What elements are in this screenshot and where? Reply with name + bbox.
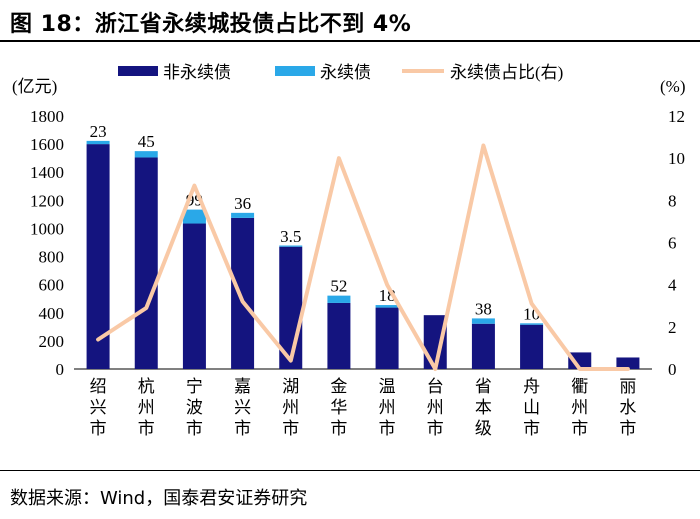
bar-data-label: 23 (90, 122, 107, 141)
y-right-tick-label: 2 (668, 318, 677, 337)
x-tick-label-char: 市 (186, 419, 203, 439)
x-tick-label-char: 市 (234, 419, 251, 439)
y-left-tick-label: 600 (39, 276, 65, 295)
bar-non-perpetual (134, 157, 158, 369)
x-tick-label-char: 州 (571, 398, 588, 418)
x-tick-label-char: 市 (90, 419, 107, 439)
bar-non-perpetual (520, 324, 544, 369)
bar-data-label: 3.5 (280, 227, 301, 246)
x-tick-label-char: 宁 (186, 377, 203, 397)
y-right-tick-label: 0 (668, 360, 677, 379)
x-tick-label-char: 市 (571, 419, 588, 439)
x-tick-label-char: 温 (379, 377, 396, 397)
y-right-tick-label: 8 (668, 191, 677, 210)
y-left-tick-label: 1200 (30, 191, 64, 210)
x-tick-label-char: 嘉 (234, 377, 251, 397)
legend-swatch-2 (275, 66, 315, 76)
bar-data-label: 36 (234, 194, 251, 213)
source-rule (0, 470, 700, 471)
y-right-tick-label: 6 (668, 234, 677, 253)
bar-perpetual (182, 209, 206, 224)
x-tick-label-char: 山 (523, 398, 540, 418)
x-tick-label-char: 市 (330, 419, 347, 439)
x-tick-label-char: 州 (379, 398, 396, 418)
x-tick-label-char: 金 (330, 377, 347, 397)
y-left-tick-label: 1400 (30, 163, 64, 182)
x-tick-label-char: 水 (619, 398, 636, 418)
y-left-tick-label: 1000 (30, 219, 64, 238)
bar-perpetual (471, 318, 495, 324)
x-tick-label-char: 州 (282, 398, 299, 418)
legend-swatch-1 (118, 66, 158, 76)
bar-perpetual (279, 245, 303, 247)
x-tick-label-char: 市 (138, 419, 155, 439)
bar-non-perpetual (471, 323, 495, 369)
x-tick-label-char: 市 (379, 419, 396, 439)
x-tick-label-char: 兴 (234, 398, 251, 418)
y-right-tick-label: 10 (668, 149, 685, 168)
x-tick-label-char: 绍 (90, 377, 107, 397)
bar-perpetual (86, 140, 110, 145)
y-left-tick-label: 0 (56, 360, 65, 379)
bar-data-label: 38 (475, 299, 492, 318)
x-tick-label-char: 衢 (571, 376, 588, 397)
y-left-tick-label: 800 (39, 248, 65, 267)
bar-non-perpetual (568, 352, 592, 369)
bar-non-perpetual (182, 223, 206, 369)
x-tick-label-char: 湖 (282, 377, 299, 397)
x-tick-label-char: 华 (330, 398, 347, 418)
x-tick-label-char: 本 (475, 398, 492, 418)
y-left-axis-label: (亿元) (12, 77, 57, 96)
x-tick-label-char: 舟 (523, 377, 540, 397)
x-tick-label-char: 波 (186, 398, 203, 418)
y-left-tick-label: 400 (39, 304, 65, 323)
x-tick-label-char: 级 (475, 419, 492, 439)
bar-non-perpetual (375, 307, 399, 369)
legend-label: 永续债 (320, 63, 371, 82)
bar-perpetual (520, 323, 544, 325)
ratio-line (96, 143, 630, 371)
source-note: 数据来源：Wind，国泰君安证券研究 (10, 488, 308, 509)
figure-title: 图 18：浙江省永续城投债占比不到 4% (10, 12, 412, 37)
bar-perpetual (327, 295, 351, 303)
x-tick-label-char: 杭 (138, 377, 155, 397)
x-tick-label-char: 市 (619, 419, 636, 439)
y-right-tick-label: 12 (668, 107, 685, 126)
x-tick-label-char: 兴 (90, 398, 107, 418)
x-tick-label-char: 市 (523, 419, 540, 439)
bar-data-label: 52 (330, 277, 347, 296)
y-left-tick-label: 1600 (30, 135, 64, 154)
x-tick-label-char: 州 (427, 398, 444, 418)
x-tick-label-char: 丽 (619, 377, 636, 397)
bar-non-perpetual (86, 144, 110, 369)
bar-perpetual (134, 151, 158, 158)
bar-data-label: 45 (138, 132, 155, 151)
legend-label: 非永续债 (163, 63, 231, 82)
title-rule (0, 40, 700, 42)
x-tick-label-char: 台 (427, 377, 444, 397)
y-right-tick-label: 4 (668, 276, 677, 295)
x-tick-label-char: 州 (138, 398, 155, 418)
bar-non-perpetual (231, 217, 255, 369)
y-left-tick-label: 1800 (30, 107, 64, 126)
x-tick-label-char: 市 (427, 419, 444, 439)
y-left-tick-label: 200 (39, 332, 65, 351)
bar-non-perpetual (616, 357, 640, 369)
bar-non-perpetual (327, 302, 351, 369)
bar-perpetual (375, 305, 399, 308)
x-tick-label-char: 市 (282, 419, 299, 439)
y-right-axis-label: (%) (660, 77, 685, 96)
bar-perpetual (231, 212, 255, 218)
x-tick-label-char: 省 (475, 377, 492, 397)
legend-label: 永续债占比(右) (450, 63, 563, 82)
